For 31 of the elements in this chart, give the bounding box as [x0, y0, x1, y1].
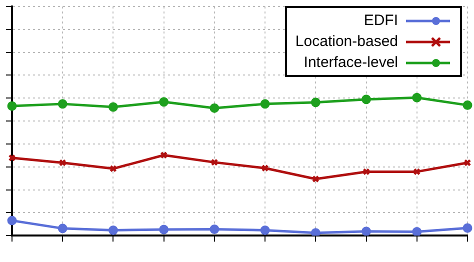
point — [7, 101, 17, 111]
point — [362, 94, 372, 104]
legend-label: Location-based — [295, 32, 398, 52]
point — [110, 164, 117, 172]
point — [412, 92, 422, 102]
point — [413, 168, 421, 176]
point — [58, 159, 66, 166]
point — [362, 226, 372, 236]
point — [312, 175, 320, 183]
point — [261, 164, 269, 172]
point — [210, 158, 218, 166]
point — [108, 225, 118, 235]
legend-label: EDFI — [364, 11, 398, 31]
point — [260, 225, 270, 235]
point — [462, 100, 472, 110]
point — [159, 224, 169, 234]
point — [58, 224, 68, 234]
point — [412, 226, 422, 236]
point — [210, 103, 220, 113]
point — [160, 151, 168, 159]
point — [58, 99, 68, 109]
point — [7, 216, 17, 226]
point — [310, 98, 320, 108]
point — [210, 224, 220, 234]
legend-label: Interface-level — [304, 53, 398, 73]
point — [310, 228, 320, 236]
point — [159, 97, 169, 107]
point — [260, 99, 270, 109]
point — [108, 102, 118, 112]
point — [462, 223, 472, 233]
point — [362, 168, 370, 176]
